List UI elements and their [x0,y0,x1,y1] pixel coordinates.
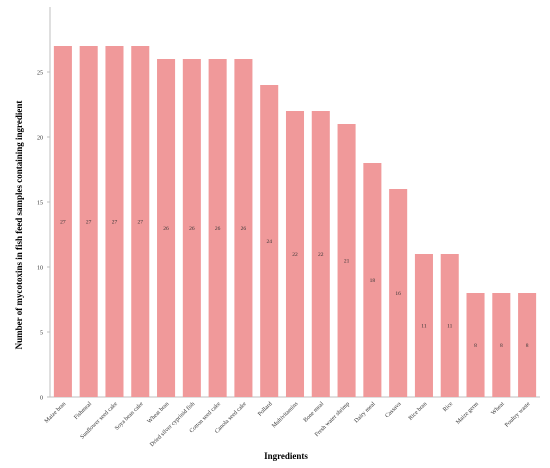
bar [157,59,176,397]
x-tick-label: Pollard [257,401,274,418]
data-label: 11 [421,324,427,330]
y-axis-label: Number of mycotoxins in fish feed sample… [14,101,24,350]
x-tick-label: Cassava [384,401,402,419]
x-tick-label: Bone meal [303,401,326,424]
y-tick-label: 20 [37,136,43,142]
x-tick-label: Dried silver cyprinid fish [149,400,197,448]
bar [182,59,201,397]
data-labels: 27 27 27 27 26 26 26 26 24 22 22 21 18 16 11 11 8 8 8 [60,220,529,350]
bar [414,254,433,397]
data-label: 11 [447,324,453,330]
bar [285,111,305,397]
data-label: 26 [241,226,247,232]
bar [260,85,279,397]
x-tick-label: Wheat [490,401,506,417]
bars [53,46,537,397]
data-label: 26 [163,226,169,232]
bar [131,46,150,397]
x-tick-label: Wheat bran [147,401,171,425]
data-label: 18 [370,278,376,284]
data-label: 21 [344,259,350,265]
bar [492,293,511,397]
data-label: 8 [474,343,477,349]
bar [311,111,330,397]
x-tick-label: Multivitamins [271,401,300,430]
bar [79,46,98,397]
data-label: 26 [189,226,195,232]
data-label: 27 [112,220,118,226]
x-tick-label: Dairy meal [354,401,377,424]
data-label: 8 [526,343,529,349]
bar [466,293,485,397]
x-tick-label: Rice bran [408,401,429,422]
data-label: 24 [266,239,272,245]
bar [105,46,124,397]
bar [518,293,537,397]
data-label: 22 [318,252,324,258]
data-label: 27 [138,220,144,226]
bar [53,46,72,397]
y-tick-label: 0 [40,396,43,402]
data-label: 27 [86,220,92,226]
y-tick-labels: 0 5 10 15 20 25 [37,71,43,402]
x-tick-label: Poultry waste [504,401,532,429]
bar [389,189,408,397]
bar [234,59,253,397]
x-tick-label: Maize bran [44,401,67,424]
bar [440,254,459,397]
x-tick-label: Rice [442,401,454,413]
y-tick-label: 10 [37,266,43,272]
y-tick-label: 15 [37,201,43,207]
data-label: 16 [395,291,401,297]
y-tick-label: 25 [37,71,43,77]
data-label: 26 [215,226,221,232]
bar [208,59,227,397]
y-tick-label: 5 [40,331,43,337]
data-label: 27 [60,220,66,226]
x-tick-label: Maize germ [455,401,480,426]
bar [337,124,356,397]
data-label: 8 [500,343,503,349]
x-tick-label: Fishmeal [73,401,93,421]
bar [363,163,382,397]
x-axis-label: Ingredients [264,451,308,461]
data-label: 22 [292,252,298,258]
